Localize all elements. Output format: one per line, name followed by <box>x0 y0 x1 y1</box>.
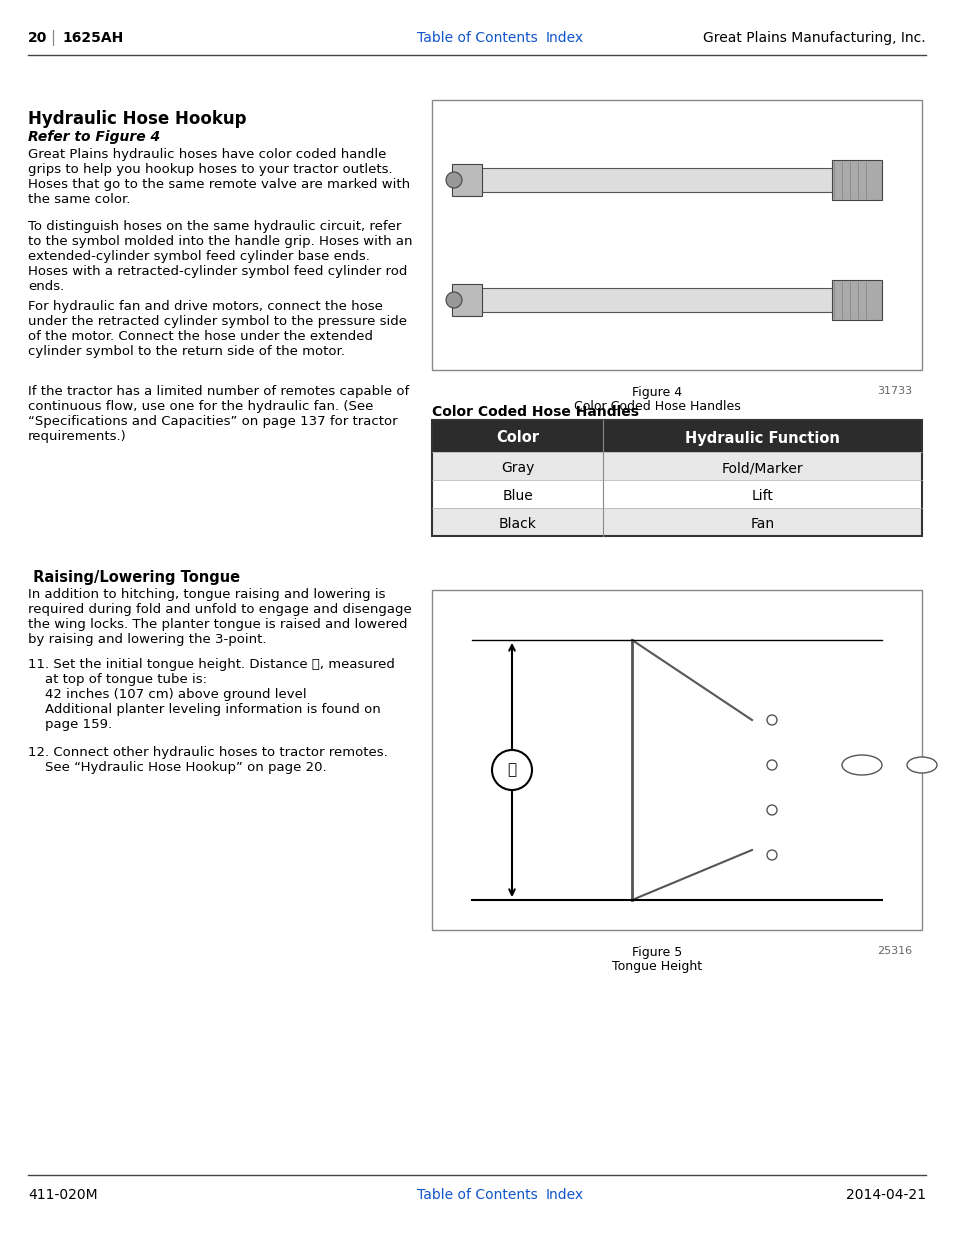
Text: Table of Contents: Table of Contents <box>416 31 537 44</box>
Text: Hydraulic Function: Hydraulic Function <box>684 431 840 446</box>
Text: Refer to Figure 4: Refer to Figure 4 <box>28 130 160 144</box>
Text: Fold/Marker: Fold/Marker <box>721 461 802 475</box>
Circle shape <box>766 805 776 815</box>
Text: Color Coded Hose Handles: Color Coded Hose Handles <box>432 405 639 419</box>
Circle shape <box>492 750 532 790</box>
Text: Raising/Lowering Tongue: Raising/Lowering Tongue <box>28 571 240 585</box>
Text: Fan: Fan <box>750 517 774 531</box>
Bar <box>432 100 921 370</box>
Text: In addition to hitching, tongue raising and lowering is
required during fold and: In addition to hitching, tongue raising … <box>28 588 412 646</box>
Text: 11. Set the initial tongue height. Distance ⓗ, measured
    at top of tongue tub: 11. Set the initial tongue height. Dista… <box>28 658 395 731</box>
Text: Gray: Gray <box>500 461 534 475</box>
Text: Black: Black <box>498 517 537 531</box>
Bar <box>452 164 481 196</box>
Text: For hydraulic fan and drive motors, connect the hose
under the retracted cylinde: For hydraulic fan and drive motors, conn… <box>28 300 407 358</box>
Circle shape <box>446 291 461 308</box>
Text: Tongue Height: Tongue Height <box>611 960 701 973</box>
Text: Index: Index <box>545 31 583 44</box>
Text: Table of Contents: Table of Contents <box>416 1188 537 1202</box>
Text: To distinguish hoses on the same hydraulic circuit, refer
to the symbol molded i: To distinguish hoses on the same hydraul… <box>28 220 412 293</box>
Ellipse shape <box>841 755 882 776</box>
Text: Lift: Lift <box>751 489 773 503</box>
Text: 1625AH: 1625AH <box>62 31 123 44</box>
Text: Great Plains Manufacturing, Inc.: Great Plains Manufacturing, Inc. <box>702 31 925 44</box>
Text: 25316: 25316 <box>876 946 911 956</box>
Text: |: | <box>50 30 55 46</box>
Bar <box>432 508 921 536</box>
Text: 12. Connect other hydraulic hoses to tractor remotes.
    See “Hydraulic Hose Ho: 12. Connect other hydraulic hoses to tra… <box>28 746 387 774</box>
Text: If the tractor has a limited number of remotes capable of
continuous flow, use o: If the tractor has a limited number of r… <box>28 385 409 443</box>
Text: ⓗ: ⓗ <box>507 762 516 778</box>
Circle shape <box>446 172 461 188</box>
Text: Index: Index <box>545 1188 583 1202</box>
Bar <box>432 452 921 480</box>
Text: 31733: 31733 <box>876 387 911 396</box>
Text: Figure 5: Figure 5 <box>631 946 681 960</box>
Text: 20: 20 <box>28 31 48 44</box>
Text: Great Plains hydraulic hoses have color coded handle
grips to help you hookup ho: Great Plains hydraulic hoses have color … <box>28 148 410 206</box>
Bar <box>831 280 882 320</box>
Bar <box>432 420 921 452</box>
Circle shape <box>766 715 776 725</box>
Text: Hydraulic Hose Hookup: Hydraulic Hose Hookup <box>28 110 246 128</box>
Bar <box>452 284 481 316</box>
Circle shape <box>766 760 776 769</box>
Bar <box>432 480 921 508</box>
Bar <box>432 420 921 536</box>
Bar <box>452 168 862 191</box>
Text: Color Coded Hose Handles: Color Coded Hose Handles <box>573 400 740 412</box>
Text: Figure 4: Figure 4 <box>631 387 681 399</box>
Text: 411-020M: 411-020M <box>28 1188 97 1202</box>
Text: 2014-04-21: 2014-04-21 <box>845 1188 925 1202</box>
Ellipse shape <box>906 757 936 773</box>
Bar <box>432 590 921 930</box>
Bar <box>831 161 882 200</box>
Text: Blue: Blue <box>502 489 533 503</box>
Circle shape <box>766 850 776 860</box>
Text: Color: Color <box>496 431 538 446</box>
Bar <box>452 288 862 312</box>
